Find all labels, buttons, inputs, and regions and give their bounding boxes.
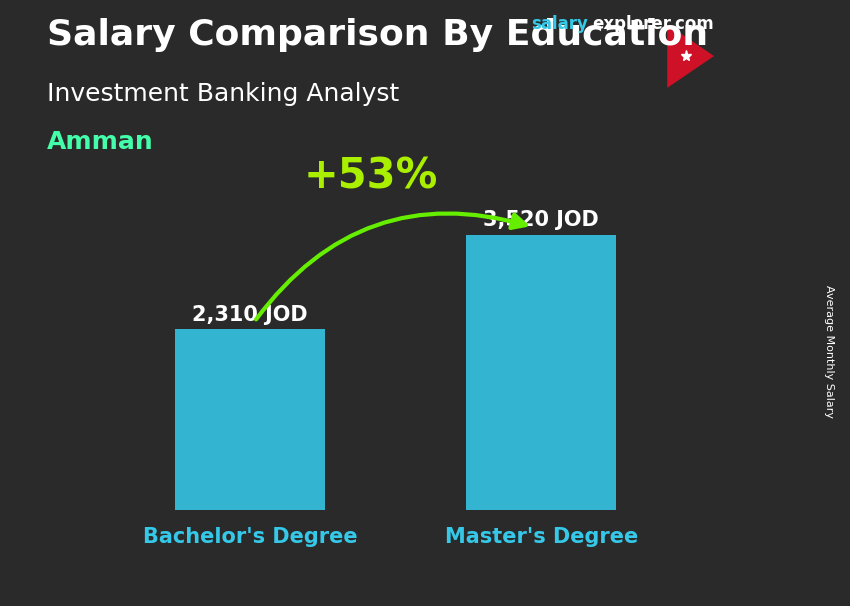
Text: Salary Comparison By Education: Salary Comparison By Education: [47, 18, 708, 52]
Text: 3,520 JOD: 3,520 JOD: [484, 210, 599, 230]
Text: salary: salary: [531, 15, 588, 33]
Text: +53%: +53%: [303, 155, 438, 198]
Text: Master's Degree: Master's Degree: [445, 527, 638, 547]
Text: explorer.com: explorer.com: [592, 15, 714, 33]
Text: Investment Banking Analyst: Investment Banking Analyst: [47, 82, 399, 106]
Text: 2,310 JOD: 2,310 JOD: [192, 305, 308, 325]
Polygon shape: [667, 24, 714, 88]
Text: Bachelor's Degree: Bachelor's Degree: [143, 527, 358, 547]
Text: Average Monthly Salary: Average Monthly Salary: [824, 285, 834, 418]
Bar: [467, 235, 616, 510]
Bar: [175, 330, 325, 510]
Text: Amman: Amman: [47, 130, 154, 155]
